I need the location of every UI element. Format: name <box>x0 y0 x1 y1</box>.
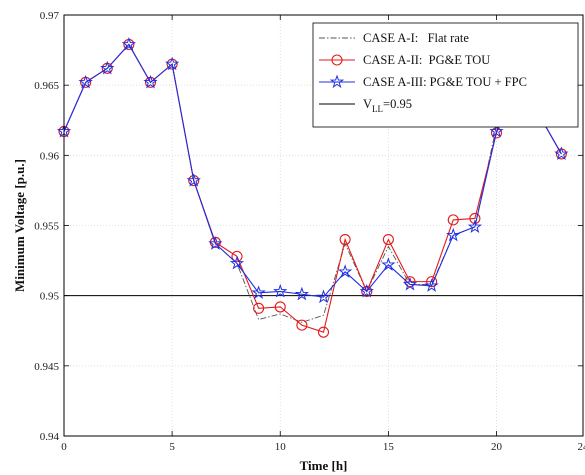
series-point <box>253 302 265 314</box>
series-point <box>186 173 201 187</box>
series-point <box>273 283 288 298</box>
series-line <box>63 43 562 298</box>
legend-box <box>312 22 579 128</box>
series-point <box>208 236 223 250</box>
legend-label: CASE A-II: PG&E TOU <box>363 53 490 67</box>
legend-swatch-marker <box>329 74 345 89</box>
series-point <box>446 227 461 242</box>
legend-label: CASE A-III: PG&E TOU + FPC <box>363 75 527 89</box>
x-tick-label: 5 <box>169 441 175 453</box>
series-point <box>229 255 245 270</box>
y-tick-label: 0.95 <box>40 291 60 303</box>
series-point <box>164 56 180 71</box>
series-point <box>402 276 418 291</box>
series-point <box>317 326 330 338</box>
series-point <box>424 278 439 292</box>
legend: CASE A-I: Flat rate CASE A-II: PG&E TOU CA… <box>312 22 579 128</box>
legend-label: VLL=0.95 <box>363 97 412 114</box>
series-point <box>274 301 286 313</box>
series-point <box>382 233 394 246</box>
legend-swatch-marker <box>331 54 343 66</box>
y-tick-label: 0.94 <box>40 431 60 443</box>
series-point <box>100 60 115 75</box>
series-point <box>467 219 483 233</box>
y-tick-label: 0.965 <box>34 80 59 92</box>
x-axis-title: Time [h] <box>300 458 348 473</box>
series-point <box>121 36 137 51</box>
y-tick-labels: 0.94 0.945 0.95 0.955 0.96 0.965 0.97 <box>34 10 59 443</box>
series-point <box>294 286 310 301</box>
series-point <box>143 74 158 89</box>
series-point <box>339 233 351 246</box>
series-point <box>469 212 481 225</box>
x-tick-label: 24 <box>578 441 585 453</box>
x-tick-label: 20 <box>491 441 503 453</box>
y-axis-title: Minimum Voltage [p.u.] <box>12 159 27 292</box>
x-tick-label: 10 <box>275 441 287 453</box>
y-tick-label: 0.945 <box>34 361 59 373</box>
series-point <box>337 264 353 278</box>
x-tick-labels: 0 5 10 15 20 24 <box>61 441 585 453</box>
x-tick-label: 15 <box>383 441 395 453</box>
series-point <box>359 283 374 298</box>
series-point <box>554 146 569 161</box>
tick-marks <box>63 14 584 437</box>
y-tick-label: 0.97 <box>40 10 60 22</box>
series-point <box>316 289 331 304</box>
series-point <box>381 257 396 271</box>
series-point <box>426 276 438 288</box>
series-point <box>296 319 308 331</box>
series-point <box>490 127 503 139</box>
series-3 <box>56 36 569 304</box>
y-tick-label: 0.96 <box>40 150 60 162</box>
y-tick-label: 0.955 <box>34 221 59 233</box>
series-point <box>251 285 266 299</box>
series-point <box>489 123 504 138</box>
series-point <box>447 214 459 226</box>
series-point <box>231 250 243 262</box>
series-point <box>78 74 93 89</box>
x-tick-label: 0 <box>61 441 67 453</box>
legend-label: CASE A-I: Flat rate <box>363 31 469 45</box>
